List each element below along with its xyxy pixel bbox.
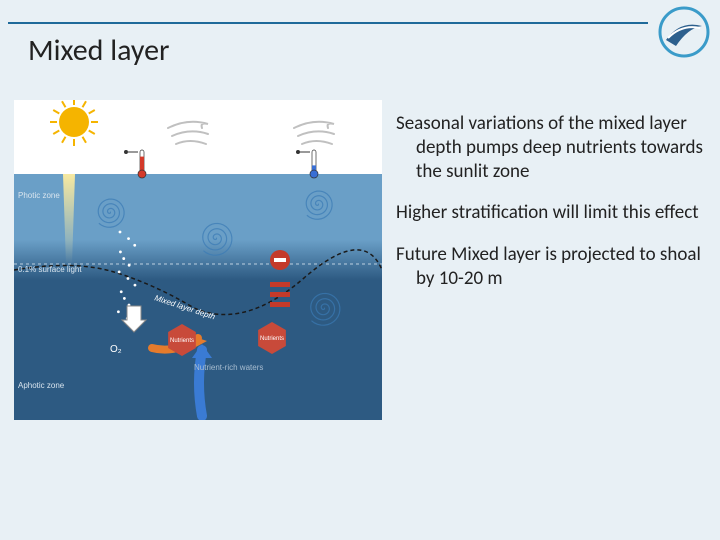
svg-text:Aphotic zone: Aphotic zone <box>18 381 65 390</box>
paragraph-1: Seasonal variations of the mixed layer d… <box>412 112 706 183</box>
org-logo <box>658 6 710 58</box>
paragraph-3: Future Mixed layer is projected to shoal… <box>412 243 706 291</box>
text-column: Seasonal variations of the mixed layer d… <box>392 100 706 526</box>
header-rule <box>8 22 648 24</box>
content-row: Nutrients Nutrients Photic zone 0.1% surfac… <box>14 100 706 526</box>
svg-text:Photic zone: Photic zone <box>18 191 60 200</box>
svg-text:Nutrient-rich waters: Nutrient-rich waters <box>194 363 263 372</box>
slide-title: Mixed layer <box>28 32 170 69</box>
mixed-layer-diagram: Nutrients Nutrients Photic zone 0.1% surfac… <box>14 100 382 420</box>
svg-text:Nutrients: Nutrients <box>170 338 194 344</box>
svg-text:0.1% surface light: 0.1% surface light <box>18 265 82 274</box>
paragraph-2: Higher stratification will limit this ef… <box>412 201 706 225</box>
svg-text:Nutrients: Nutrients <box>260 336 284 342</box>
svg-text:O₂: O₂ <box>110 344 122 355</box>
